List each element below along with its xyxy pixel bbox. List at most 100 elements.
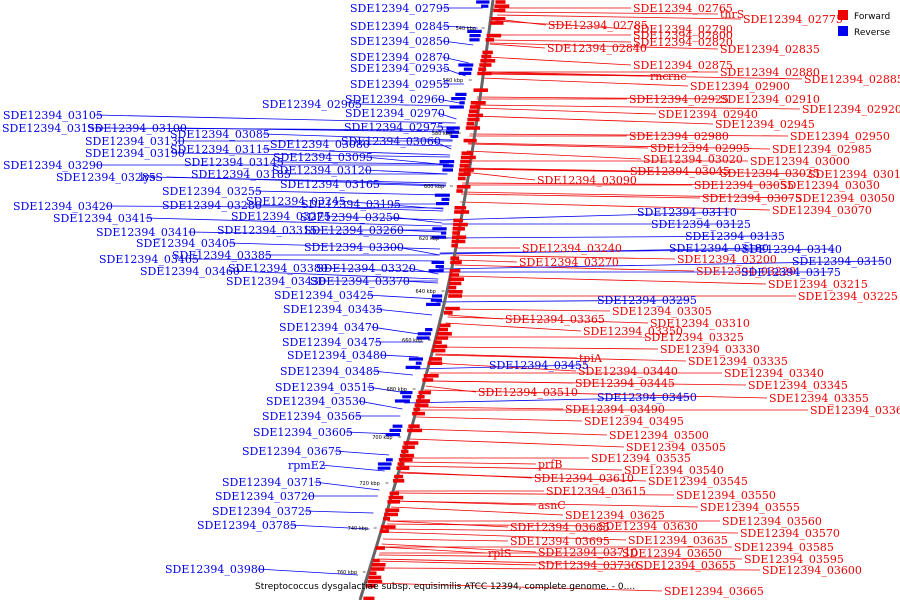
reverse-gene-label: SDE12394_03080 [270,138,370,151]
forward-feature [422,378,434,382]
forward-gene-label: SDE12394_02765 [633,2,733,15]
reverse-feature [392,424,403,428]
forward-leader-line [377,558,635,566]
forward-feature [408,424,420,428]
forward-gene-label: SDE12394_03505 [626,441,726,454]
reverse-leader-line [442,40,474,46]
reverse-leader-line [439,248,835,254]
reverse-gene-label: SDE12394_03470 [279,321,379,334]
forward-gene-label: SDE12394_03330 [660,343,760,356]
reverse-feature [389,428,402,432]
reverse-gene-label: SDE12394_02970 [345,107,445,120]
reverse-leader-line [396,229,442,233]
reverse-feature [458,63,474,67]
forward-feature [491,17,506,21]
forward-feature [371,563,386,567]
forward-gene-label: SDE12394_03510 [478,386,578,399]
reverse-leader-line [375,308,433,316]
forward-feature [453,218,464,223]
reverse-feature [442,168,454,172]
reverse-leader-line [177,152,450,158]
reverse-leader-line [276,161,449,165]
forward-leader-line [460,201,771,211]
reverse-leader-line [320,267,439,273]
forward-leader-line [372,582,663,592]
forward-feature [437,332,452,336]
forward-gene-label: tpiA [579,352,603,365]
forward-gene-label: SDE12394_03345 [748,379,848,392]
forward-gene-label: SDE12394_03490 [565,403,665,416]
forward-feature [399,453,415,458]
forward-gene-label: prfB [538,458,562,471]
reverse-gene-label: SDE12394_03980 [165,563,265,576]
reverse-gene-label: SDE12394_03145 [184,156,284,169]
forward-feature [366,584,376,588]
forward-feature [448,285,457,290]
forward-gene-label: SDE12394_03500 [609,429,709,442]
forward-feature [495,0,506,4]
forward-gene-label: SDE12394_03495 [584,415,684,428]
reverse-feature [459,101,465,105]
forward-leader-line [375,567,761,571]
forward-gene-label: SDE12394_03560 [722,515,822,528]
forward-leader-line [497,14,742,20]
forward-gene-label: SDE12394_03445 [575,377,675,390]
forward-leader-line [437,346,659,350]
forward-gene-label: SDE12394_03615 [546,485,646,498]
forward-feature [396,466,410,470]
forward-gene-label: SDE12394_03365 [505,313,605,326]
forward-leader-line [377,560,537,566]
forward-feature [468,113,484,118]
forward-feature [398,458,413,462]
forward-leader-line [464,167,807,175]
reverse-feature [385,433,400,437]
forward-gene-label: SDE12394_03305 [612,305,712,318]
reverse-leader-line [323,215,443,221]
forward-gene-label: SDE12394_03600 [762,564,862,577]
forward-gene-label: SDE12394_02920 [802,103,900,116]
reverse-gene-label: SDE12394_02960 [345,93,445,106]
forward-gene-label: SDE12394_03070 [772,204,872,217]
reverse-feature [451,97,466,101]
figure-caption: Streptococcus dysgalactiae subsp. equisi… [255,582,635,592]
forward-gene-label: SDE12394_02820 [633,36,733,49]
forward-feature [494,4,510,8]
reverse-leader-line [191,258,440,262]
forward-gene-label: SDE12394_02840 [547,42,647,55]
forward-feature [443,311,453,315]
forward-leader-line [460,193,701,199]
forward-leader-line [482,72,803,80]
forward-gene-label: SDE12394_03025 [720,167,820,180]
reverse-gene-label: SDE12394_03280 [162,199,262,212]
reverse-leader-line [440,235,778,239]
reverse-feature [435,202,449,206]
forward-feature [383,516,390,521]
reverse-leader-line [379,354,419,358]
reverse-leader-line [402,280,438,284]
forward-feature [469,105,481,109]
reverse-feature [425,328,433,332]
forward-gene-label: asnC [538,499,566,512]
reverse-feature [428,269,444,273]
reverse-gene-label: SDE12394_03515 [275,381,375,394]
forward-leader-line [400,472,647,482]
reverse-gene-label: SDE12394_02850 [350,35,450,48]
forward-leader-line [386,523,597,527]
forward-feature [450,256,460,260]
reverse-feature [439,160,455,164]
forward-gene-label: SDE12394_03610 [534,472,634,485]
forward-gene-label: SDE12394_03625 [565,509,665,522]
forward-feature [397,462,405,466]
forward-gene-label: SDE12394_03335 [688,355,788,368]
forward-feature [448,290,463,294]
reverse-feature [415,361,422,365]
reverse-feature [441,197,450,201]
forward-gene-label: SDE12394_03050 [795,192,895,205]
reverse-gene-label: SDE12394_03130 [85,135,185,148]
forward-gene-label: SDE12394_02900 [690,80,790,93]
reverse-feature [431,235,446,239]
forward-leader-line [403,461,537,465]
forward-gene-label: rnc [650,70,669,83]
reverse-gene-label: SDE12394_03125 [651,218,751,231]
